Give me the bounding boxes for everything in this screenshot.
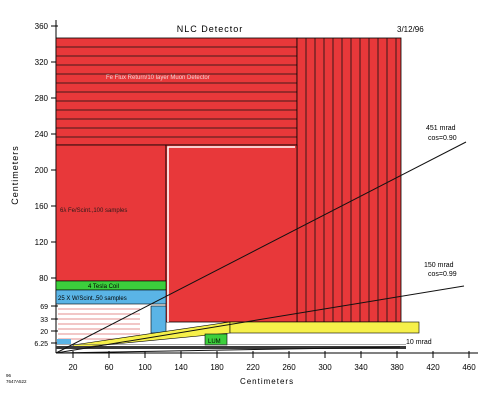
y-tick-label: 160 — [35, 202, 49, 211]
x-tick-label: 260 — [282, 363, 296, 372]
y-tick-label: 200 — [35, 166, 49, 175]
hcal-label: 6λ Fe/Scint.,100 samples — [60, 208, 127, 214]
angle-451-line — [55, 141, 467, 354]
em-calorimeter — [55, 289, 167, 305]
angle-150-cos: cos=0.99 — [428, 271, 457, 278]
muon-detector-label: Fe Flux Return/10 layer Muon Detector — [106, 75, 210, 81]
x-axis-title: Centimeters — [240, 377, 294, 386]
angle-lines — [55, 141, 467, 354]
angle-451-cos: cos=0.90 — [428, 135, 457, 142]
angle-10-label: 10 mrad — [406, 339, 432, 346]
y-tick-label: 6.25 — [34, 341, 48, 348]
y-tick-label: 240 — [35, 130, 49, 139]
endcap-em — [150, 305, 167, 334]
muon-detector: Fe Flux Return/10 layer Muon Detector — [55, 37, 298, 146]
x-tick-label: 340 — [354, 363, 368, 372]
lum-monitor — [204, 333, 228, 346]
beam-pipe — [56, 346, 406, 349]
x-tick-label: 300 — [318, 363, 332, 372]
hadron-calorimeter: 6λ Fe/Scint.,100 samples — [55, 144, 167, 282]
x-tick-label: 220 — [246, 363, 260, 372]
y-tick-label: 80 — [39, 274, 48, 283]
angle-annotations: 451 mrad cos=0.90 150 mrad cos=0.99 10 m… — [406, 125, 457, 346]
x-tick-label: 60 — [105, 363, 114, 372]
y-tick-marks — [51, 25, 58, 344]
angle-451-label: 451 mrad — [426, 125, 456, 132]
hcal-endcap-inner-edge — [167, 146, 295, 322]
y-tick-label: 69 — [40, 304, 48, 311]
angle-150-line — [55, 285, 465, 354]
hcal-endcap — [165, 144, 298, 323]
x-tick-labels: 20 60 100 140 180 220 260 300 340 380 42… — [69, 363, 477, 372]
ip-marker — [57, 339, 71, 344]
angle-10-line — [55, 346, 401, 354]
tracker-lines — [58, 308, 140, 340]
x-tick-label: 100 — [138, 363, 152, 372]
y-tick-label: 20 — [40, 329, 48, 336]
y-tick-label: 280 — [35, 94, 49, 103]
x-tick-label: 420 — [426, 363, 440, 372]
hcal-barrel — [55, 144, 167, 282]
y-tick-label: 360 — [35, 22, 49, 31]
y-tick-labels: 360 320 280 240 200 160 120 80 69 33 20 … — [34, 22, 48, 348]
x-tick-label: 20 — [69, 363, 78, 372]
x-tick-label: 380 — [390, 363, 404, 372]
y-axis-title: Centimeters — [10, 145, 20, 205]
x-tick-label: 460 — [462, 363, 476, 372]
diagram-date: 3/12/96 — [397, 25, 424, 34]
coil-label: 4 Tesla Coil — [88, 284, 119, 290]
diagram-title: NLC Detector — [177, 24, 244, 34]
x-tick-label: 140 — [174, 363, 188, 372]
x-tick-marks — [72, 351, 470, 358]
endcap-muon-block — [296, 37, 402, 323]
beam-support — [229, 321, 420, 334]
angle-150-label: 150 mrad — [424, 262, 454, 269]
y-tick-label: 120 — [35, 238, 49, 247]
muon-detector-block — [55, 37, 298, 146]
ecal-label: 25 X W/Scint.,50 samples — [58, 296, 127, 302]
y-tick-label: 320 — [35, 58, 49, 67]
x-tick-label: 180 — [210, 363, 224, 372]
y-tick-label: 33 — [40, 317, 48, 324]
footnote-line-2: 7647A522 — [6, 379, 27, 384]
footnote-line-1: 96 — [6, 373, 12, 378]
endcap-muon — [296, 37, 402, 323]
lum-label: LUM — [208, 339, 221, 345]
